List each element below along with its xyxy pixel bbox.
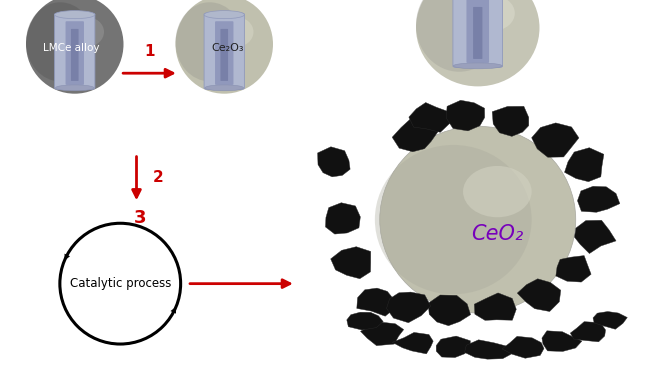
Polygon shape <box>570 322 606 342</box>
Ellipse shape <box>26 2 94 81</box>
Polygon shape <box>387 292 431 323</box>
Ellipse shape <box>26 0 124 94</box>
Polygon shape <box>577 186 620 212</box>
Ellipse shape <box>205 85 244 91</box>
FancyBboxPatch shape <box>66 21 84 85</box>
Polygon shape <box>474 293 516 320</box>
Polygon shape <box>593 311 627 329</box>
Ellipse shape <box>70 17 104 47</box>
Ellipse shape <box>176 2 244 81</box>
Ellipse shape <box>463 166 532 217</box>
Polygon shape <box>392 332 433 354</box>
FancyBboxPatch shape <box>204 13 244 89</box>
Ellipse shape <box>204 11 244 19</box>
Ellipse shape <box>55 85 94 91</box>
Polygon shape <box>575 220 616 254</box>
Polygon shape <box>361 322 404 346</box>
Polygon shape <box>357 288 395 316</box>
Polygon shape <box>326 203 360 234</box>
Ellipse shape <box>55 11 95 19</box>
Ellipse shape <box>219 17 254 47</box>
Polygon shape <box>556 255 591 282</box>
Ellipse shape <box>380 126 576 313</box>
Text: 3: 3 <box>133 209 146 227</box>
Text: CeO₂: CeO₂ <box>471 224 523 244</box>
Polygon shape <box>392 118 439 152</box>
Text: 1: 1 <box>144 44 155 59</box>
Polygon shape <box>436 336 471 358</box>
Polygon shape <box>502 336 544 358</box>
Polygon shape <box>517 279 561 311</box>
Ellipse shape <box>416 0 502 72</box>
Polygon shape <box>542 331 582 351</box>
Polygon shape <box>532 123 579 157</box>
Polygon shape <box>428 295 471 326</box>
Ellipse shape <box>176 0 273 94</box>
FancyBboxPatch shape <box>220 29 228 81</box>
FancyBboxPatch shape <box>71 29 79 81</box>
Text: 2: 2 <box>153 170 164 185</box>
FancyBboxPatch shape <box>55 13 95 89</box>
Polygon shape <box>465 340 514 359</box>
Text: Ce₂O₃: Ce₂O₃ <box>211 43 244 53</box>
Polygon shape <box>409 102 450 132</box>
Ellipse shape <box>472 0 515 31</box>
Polygon shape <box>347 312 384 330</box>
Ellipse shape <box>375 145 532 294</box>
Polygon shape <box>318 147 350 177</box>
FancyBboxPatch shape <box>467 0 489 63</box>
Ellipse shape <box>453 63 502 69</box>
Text: Catalytic process: Catalytic process <box>70 277 171 290</box>
Polygon shape <box>492 107 528 137</box>
Ellipse shape <box>416 0 540 86</box>
Polygon shape <box>331 247 370 279</box>
FancyBboxPatch shape <box>473 7 482 59</box>
Polygon shape <box>447 100 485 131</box>
FancyBboxPatch shape <box>453 0 502 67</box>
Polygon shape <box>564 148 604 182</box>
FancyBboxPatch shape <box>215 21 233 85</box>
Text: LMCe alloy: LMCe alloy <box>44 43 99 53</box>
